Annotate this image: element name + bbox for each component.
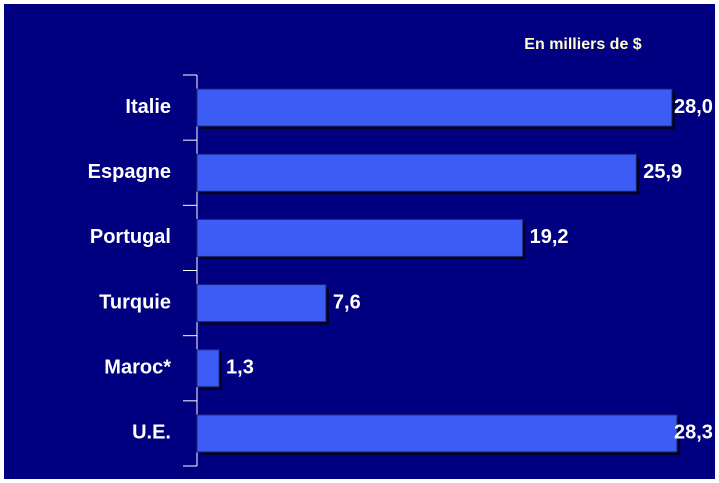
value-label: 28,3: [674, 422, 713, 444]
category-label: Italie: [125, 96, 171, 118]
value-label: 28,0: [674, 96, 713, 118]
bar: [196, 153, 637, 192]
bar: [196, 218, 524, 257]
value-label: 25,9: [643, 161, 682, 183]
bar: [196, 349, 220, 388]
value-label: 7,6: [333, 291, 361, 313]
bar: [196, 88, 673, 127]
category-label: Portugal: [90, 226, 171, 248]
bar: [196, 284, 327, 323]
category-label: Maroc*: [104, 357, 171, 379]
value-label: 1,3: [226, 357, 254, 379]
value-label: 19,2: [530, 226, 569, 248]
annotation: En milliers de $: [524, 36, 641, 53]
category-label: U.E.: [132, 422, 171, 444]
category-label: Espagne: [88, 161, 171, 183]
bar: [196, 414, 678, 453]
category-label: Turquie: [99, 291, 171, 313]
